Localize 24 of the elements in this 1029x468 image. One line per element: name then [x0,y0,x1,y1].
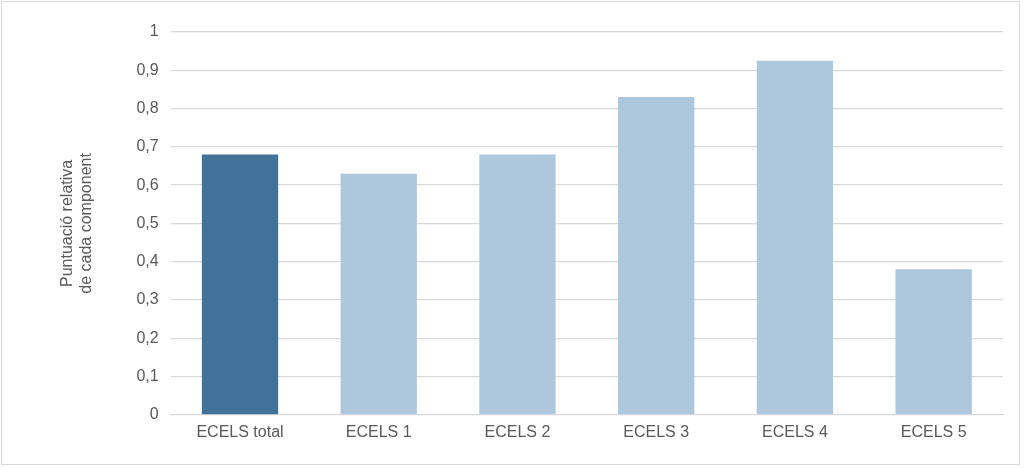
x-tick-label: ECELS 5 [900,422,967,440]
y-tick-label: 0,8 [136,98,159,116]
y-tick-label: 0,7 [136,137,159,155]
y-tick-label: 0,6 [136,175,159,193]
bar [479,154,556,415]
x-tick-label: ECELS 4 [762,422,828,440]
bar [340,173,417,415]
y-tick-label: 1 [149,22,159,40]
bar [756,60,834,415]
x-tick-label: ECELS 2 [484,422,551,440]
y-tick-label: 0,2 [136,328,159,346]
y-tick-label: 0,9 [136,60,159,78]
x-tick-label: ECELS 1 [345,422,412,440]
x-tick-label: ECELS total [196,422,284,440]
y-tick-label: 0 [149,405,159,423]
y-axis-title: Puntuació relativa de cada component [58,152,95,294]
y-tick-label: 0,3 [136,290,159,308]
bar [201,154,279,415]
x-tick-label: ECELS 3 [623,422,690,440]
bar [895,269,972,415]
y-tick-label: 0,5 [136,213,159,231]
bar [618,97,695,415]
y-tick-label: 0,4 [136,252,159,270]
y-tick-label: 0,1 [136,366,159,384]
